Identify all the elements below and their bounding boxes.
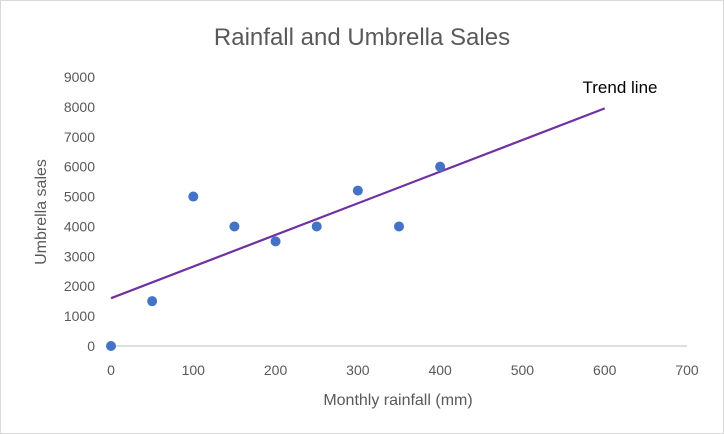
data-point <box>352 185 363 196</box>
data-point <box>394 221 404 232</box>
y-tick-label: 8000 <box>64 99 95 115</box>
data-point <box>188 191 199 202</box>
y-tick-label: 6000 <box>64 159 95 175</box>
y-axis-ticks: 0 1000 2000 3000 4000 5000 6000 7000 8000 9000 <box>64 69 95 354</box>
x-axis-ticks: 0 100 200 300 400 500 600 700 <box>107 362 699 378</box>
y-tick-label: 7000 <box>64 129 95 145</box>
y-tick-label: 4000 <box>64 218 95 234</box>
y-tick-label: 0 <box>87 338 95 354</box>
chart-title: Rainfall and Umbrella Sales <box>214 24 510 51</box>
y-axis-label: Umbrella sales <box>33 159 50 265</box>
x-tick-label: 400 <box>428 362 452 378</box>
y-tick-label: 1000 <box>64 308 95 324</box>
x-tick-label: 700 <box>675 362 699 378</box>
x-tick-label: 500 <box>511 362 535 378</box>
data-point <box>229 221 240 232</box>
y-tick-label: 2000 <box>64 278 95 294</box>
x-tick-label: 0 <box>107 362 115 378</box>
data-point <box>147 296 158 307</box>
x-tick-label: 300 <box>346 362 370 378</box>
x-axis-label: Monthly rainfall (mm) <box>323 392 472 409</box>
data-point <box>270 236 281 247</box>
y-tick-label: 5000 <box>64 189 95 205</box>
data-point <box>435 161 446 172</box>
data-point <box>311 221 322 232</box>
trend-line <box>110 107 606 300</box>
x-tick-label: 600 <box>593 362 617 378</box>
trend-line-label: Trend line <box>583 78 658 97</box>
x-tick-label: 200 <box>264 362 288 378</box>
y-tick-label: 3000 <box>64 248 95 264</box>
data-point <box>106 341 116 351</box>
x-tick-label: 100 <box>182 362 206 378</box>
y-tick-label: 9000 <box>64 69 95 85</box>
data-points <box>106 161 446 351</box>
